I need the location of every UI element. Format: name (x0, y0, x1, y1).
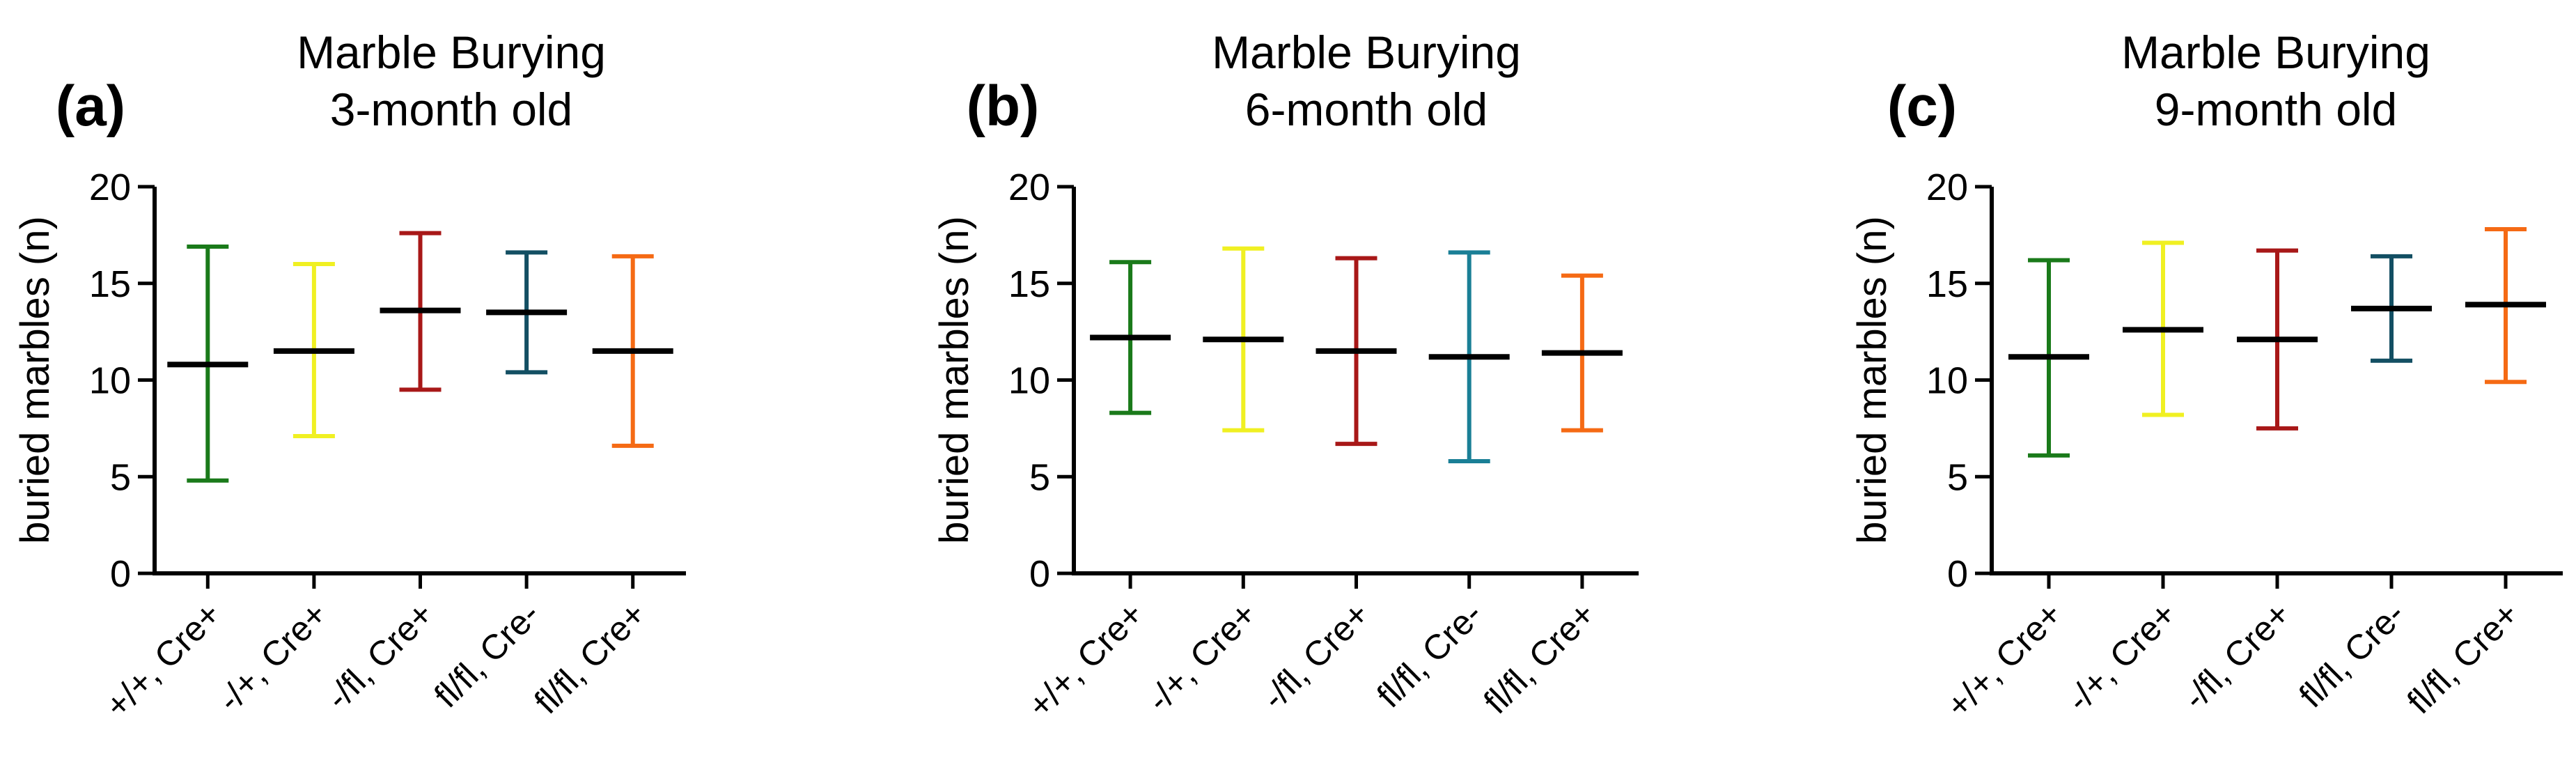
y-tick-label: 0 (1947, 553, 1968, 595)
x-tick-label: fl/fl, Cre+ (2400, 594, 2527, 721)
y-tick-label: 20 (89, 167, 131, 208)
chart-title: Marble Burying (2121, 26, 2430, 78)
x-tick-label: +/+, Cre+ (97, 594, 228, 725)
x-tick-label: -/fl, Cre+ (1254, 594, 1377, 717)
x-tick-label: fl/fl, Cre- (2292, 594, 2412, 715)
x-tick-label: -/+, Cre+ (2059, 594, 2184, 719)
x-tick-label: fl/fl, Cre+ (526, 594, 653, 721)
y-tick-label: 10 (1008, 360, 1050, 402)
chart-subtitle: 3-month old (330, 84, 573, 135)
y-tick-label: 20 (1008, 167, 1050, 208)
chart-subtitle: 9-month old (2155, 84, 2398, 135)
y-axis-label: buried marbles (n) (932, 216, 977, 544)
y-tick-label: 20 (1926, 167, 1968, 208)
y-tick-label: 15 (89, 263, 131, 305)
y-tick-label: 10 (1926, 360, 1968, 402)
chart-title: Marble Burying (297, 26, 606, 78)
y-tick-label: 0 (1029, 553, 1050, 595)
x-tick-label: -/fl, Cre+ (318, 594, 441, 717)
y-tick-label: 15 (1008, 263, 1050, 305)
chart-panel-a: Marble Burying 3-month old (a) buried marbl… (13, 26, 686, 725)
y-tick-label: 10 (89, 360, 131, 402)
chart-panel-b: Marble Burying 6-month old (b) buried marbl… (932, 26, 1639, 725)
y-tick-label: 5 (110, 456, 131, 498)
x-tick-label: fl/fl, Cre+ (1476, 594, 1603, 721)
x-tick-label: fl/fl, Cre- (1369, 594, 1490, 715)
panel-label: (a) (56, 75, 125, 138)
chart-title: Marble Burying (1212, 26, 1521, 78)
x-tick-label: +/+, Cre+ (1939, 594, 2070, 725)
y-tick-label: 5 (1029, 456, 1050, 498)
y-tick-label: 5 (1947, 456, 1968, 498)
x-tick-label: -/+, Cre+ (210, 594, 335, 719)
y-axis-label: buried marbles (n) (1850, 216, 1895, 544)
y-tick-label: 0 (110, 553, 131, 595)
chart-subtitle: 6-month old (1245, 84, 1488, 135)
x-tick-label: -/fl, Cre+ (2176, 594, 2298, 717)
y-axis-label: buried marbles (n) (13, 216, 58, 544)
panel-label: (c) (1887, 75, 1957, 138)
x-tick-label: -/+, Cre+ (1139, 594, 1264, 719)
y-tick-label: 15 (1926, 263, 1968, 305)
x-tick-label: +/+, Cre+ (1020, 594, 1151, 725)
panel-label: (b) (967, 75, 1040, 138)
chart-panel-c: Marble Burying 9-month old (c) buried marbl… (1850, 26, 2563, 725)
